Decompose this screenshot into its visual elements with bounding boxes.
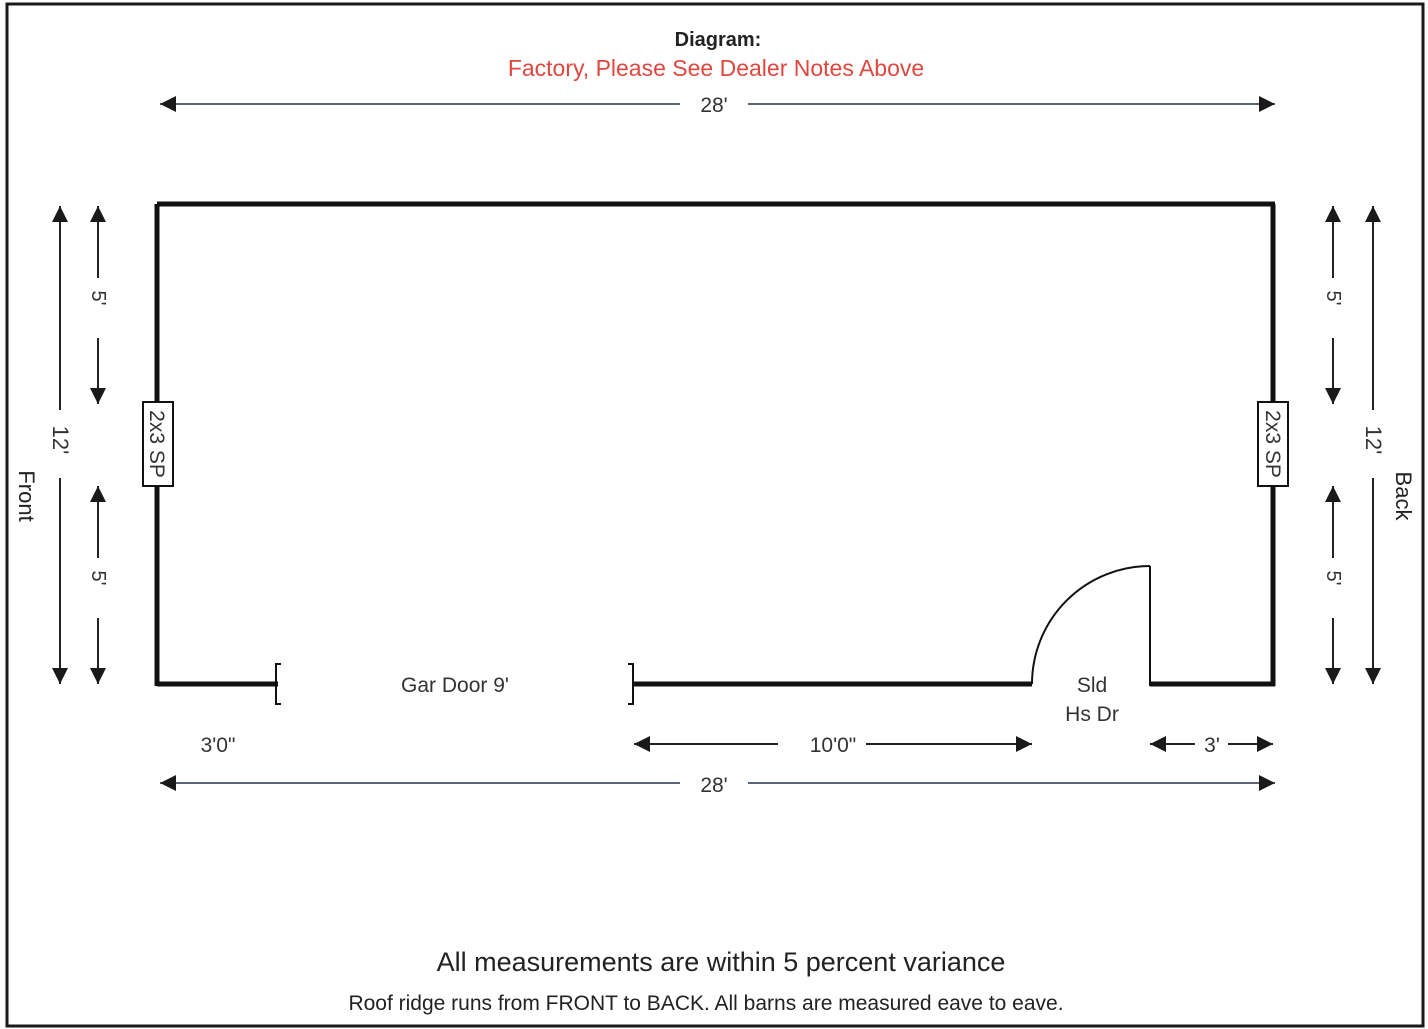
building-walls [154, 201, 1276, 687]
garage-to-door-label: 10'0" [810, 734, 857, 757]
dealer-note: Factory, Please See Dealer Notes Above [508, 55, 924, 81]
right-window: 2x3 SP [1257, 401, 1289, 487]
door-to-corner-label: 3' [1204, 734, 1220, 757]
right-upper-label: 5' [1322, 291, 1344, 306]
left-lower-dimension: 5' [87, 486, 109, 684]
right-height-label: 12' [1361, 426, 1386, 455]
right-lower-label: 5' [1322, 571, 1344, 586]
right-upper-dimension: 5' [1322, 206, 1344, 404]
page-border [5, 2, 1425, 1028]
right-window-label: 2x3 SP [1261, 410, 1284, 478]
front-label: Front [14, 470, 39, 521]
back-label: Back [1391, 472, 1416, 522]
garage-door-opening [275, 663, 634, 705]
door-to-corner-dimension: 3' [1150, 734, 1273, 757]
top-width-label: 28' [700, 94, 727, 117]
left-window: 2x3 SP [142, 401, 174, 487]
front-offset-label: 3'0" [201, 734, 236, 757]
garage-to-door-dimension: 10'0" [634, 734, 1032, 757]
left-upper-dimension: 5' [87, 206, 109, 404]
right-height-dimension: 12' [1361, 206, 1386, 684]
diagram-title: Diagram: [675, 29, 762, 51]
left-window-label: 2x3 SP [145, 410, 168, 478]
variance-note: All measurements are within 5 percent va… [437, 947, 1006, 977]
garage-door-label: Gar Door 9' [401, 674, 509, 697]
left-height-dimension: 12' [48, 206, 73, 684]
sliding-door-symbol [1031, 565, 1151, 686]
right-lower-dimension: 5' [1322, 486, 1344, 684]
bottom-width-label: 28' [700, 774, 727, 797]
left-height-label: 12' [48, 426, 73, 455]
ridge-note: Roof ridge runs from FRONT to BACK. All … [348, 992, 1063, 1015]
door-label-line1: Sld [1077, 674, 1107, 697]
bottom-width-dimension: 28' [160, 774, 1275, 797]
top-width-dimension: 28' [160, 94, 1275, 117]
left-upper-label: 5' [87, 291, 109, 306]
door-label-line2: Hs Dr [1065, 703, 1119, 726]
left-lower-label: 5' [87, 571, 109, 586]
